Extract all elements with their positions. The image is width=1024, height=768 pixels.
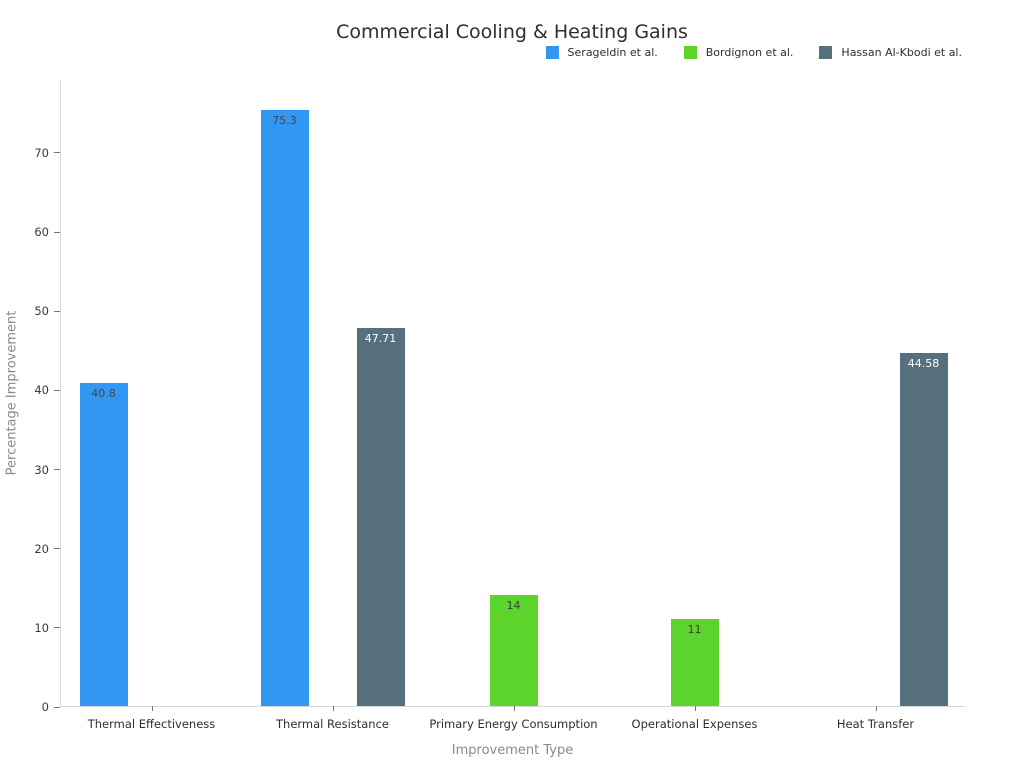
y-tick-label: 20 — [34, 541, 49, 556]
bar-thermal-effectiveness: 40.8 — [79, 383, 128, 706]
x-category-label: Primary Energy Consumption — [429, 717, 598, 731]
bar-value-label: 44.58 — [907, 357, 940, 371]
legend-swatch-hassan-al-kbodi-icon — [819, 46, 833, 59]
y-tick-mark — [54, 548, 60, 550]
x-tick-mark — [875, 706, 877, 711]
x-tick-mark — [513, 706, 515, 711]
y-tick-label: 10 — [34, 620, 49, 635]
bar-heat-transfer: 44.58 — [899, 353, 948, 706]
bar-primary-energy-consumption: 14 — [489, 595, 538, 706]
chart-title: Commercial Cooling & Heating Gains — [336, 21, 688, 43]
legend-label-bordignon: Bordignon et al. — [705, 46, 794, 59]
x-tick-mark — [694, 706, 696, 711]
bar-operational-expenses: 11 — [670, 618, 719, 706]
bar-value-label: 11 — [687, 622, 702, 636]
y-tick-mark — [54, 231, 60, 233]
x-tick-mark — [332, 706, 334, 711]
y-tick-mark — [54, 627, 60, 629]
legend-item-serageldin: Serageldin et al. — [545, 46, 658, 59]
y-tick-label: 30 — [34, 462, 49, 477]
bar-value-label: 47.71 — [364, 332, 397, 346]
y-tick-label: 60 — [34, 225, 49, 239]
x-tick-mark — [151, 706, 153, 711]
legend-item-hassan-al-kbodi: Hassan Al-Kbodi et al. — [819, 46, 962, 59]
plot-area: 0 10 20 30 40 50 60 70 Thermal Effectiveness 40.8… — [34, 80, 965, 731]
bar-thermal-resistance: 75.3 — [260, 109, 309, 706]
y-tick-mark — [54, 310, 60, 312]
bar-thermal-resistance: 47.71 — [356, 328, 405, 706]
y-tick-label: 0 — [41, 700, 49, 714]
y-axis-title: Percentage Improvement — [4, 310, 20, 476]
y-tick-mark — [54, 152, 60, 154]
x-category-label: Heat Transfer — [836, 717, 915, 731]
legend-swatch-serageldin-icon — [545, 46, 559, 59]
y-tick-label: 50 — [34, 304, 49, 319]
y-tick-mark — [54, 469, 60, 470]
legend-item-bordignon: Bordignon et al. — [683, 46, 794, 59]
y-tick-label: 40 — [34, 383, 49, 398]
bar-value-label: 40.8 — [91, 387, 116, 400]
legend-label-hassan-al-kbodi: Hassan Al-Kbodi et al. — [841, 46, 962, 59]
x-category-label: Thermal Resistance — [276, 717, 389, 731]
x-axis-title: Improvement Type — [451, 743, 574, 758]
x-category-label: Operational Expenses — [631, 717, 758, 731]
legend-swatch-bordignon-icon — [683, 46, 697, 59]
y-tick-mark — [54, 389, 60, 391]
bar-value-label: 14 — [506, 599, 521, 613]
y-tick-mark — [54, 706, 60, 708]
legend-label-serageldin: Serageldin et al. — [567, 46, 658, 59]
bar-value-label: 75.3 — [272, 113, 297, 127]
legend: Serageldin et al. Bordignon et al. Hassa… — [545, 46, 962, 59]
y-tick-label: 70 — [34, 145, 49, 160]
x-category-label: Thermal Effectiveness — [87, 717, 216, 731]
